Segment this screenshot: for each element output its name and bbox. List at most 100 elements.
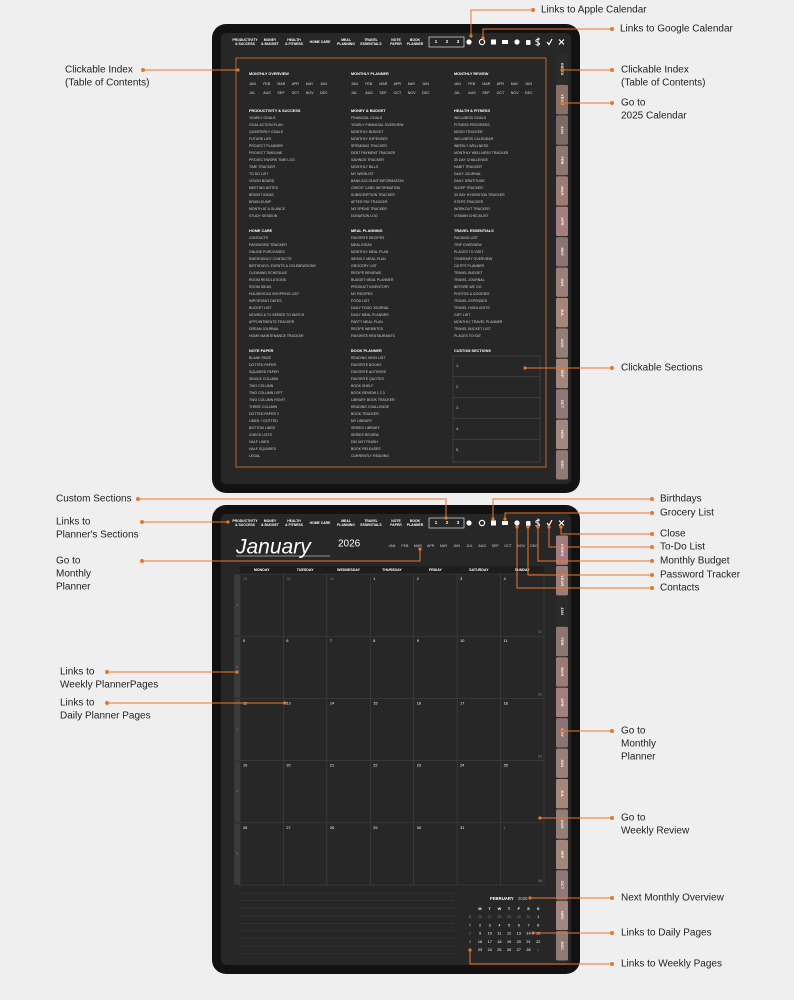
custom-section-link[interactable]: 2	[446, 39, 449, 44]
todo-icon[interactable]	[546, 38, 553, 46]
nav-link[interactable]: PLANNER	[407, 42, 424, 46]
section-link[interactable]: DAILY GRATITUDE	[454, 179, 485, 183]
section-link[interactable]: CREDIT CARD INFORMATION	[351, 186, 401, 190]
month-link[interactable]: JAN	[454, 82, 461, 86]
section-title[interactable]: BOOK PLANNER	[351, 349, 382, 353]
month-link[interactable]: NOV	[511, 91, 519, 95]
section-link[interactable]: BOOK SHELF	[351, 384, 373, 388]
day-number[interactable]: 1	[504, 826, 506, 830]
nav-link[interactable]: PLANNING	[337, 523, 355, 527]
section-link[interactable]: PROJECT TIMELINE	[249, 151, 283, 155]
month-link[interactable]: DEC	[320, 91, 328, 95]
section-link[interactable]: BEFORE WE GO	[454, 285, 482, 289]
side-tab-label[interactable]: YEAR	[560, 575, 565, 586]
section-link[interactable]: BRAIN DUMP	[249, 200, 272, 204]
side-tab-label[interactable]: MAR	[560, 667, 565, 676]
nav-link[interactable]: & FITNESS	[285, 42, 303, 46]
section-link[interactable]: VISION BOARD	[249, 179, 275, 183]
side-tab-label[interactable]: MAY	[560, 729, 565, 738]
section-link[interactable]: SLEEP TRACKER	[454, 186, 483, 190]
month-link[interactable]: OCT	[497, 91, 505, 95]
mini-day-link[interactable]: 26	[478, 915, 482, 919]
mini-day-link[interactable]: 9	[479, 932, 481, 936]
day-number[interactable]: 15	[373, 701, 377, 705]
day-cell[interactable]	[456, 760, 501, 824]
side-tab[interactable]	[556, 267, 568, 297]
section-link[interactable]: TRAVEL HIGHLIGHTS	[454, 306, 490, 310]
section-link[interactable]: ROOM IDEAS	[249, 285, 272, 289]
day-number[interactable]: 18	[504, 701, 508, 705]
day-cell[interactable]	[370, 822, 414, 886]
section-link[interactable]: MY LIBRARY	[351, 419, 373, 423]
section-link[interactable]: MONTHLY BUDGET	[351, 130, 384, 134]
day-cell[interactable]	[326, 822, 371, 886]
section-link[interactable]: SINGLE COLUMN	[249, 377, 278, 381]
mini-day-link[interactable]: 20	[517, 940, 521, 944]
mini-day-link[interactable]: 27	[488, 915, 492, 919]
day-cell[interactable]	[413, 573, 458, 637]
section-link[interactable]: MONTHLY TRAVEL PLANNER	[454, 320, 503, 324]
side-tab-label[interactable]: INDEX	[560, 544, 565, 557]
month-link[interactable]: DEC	[525, 91, 533, 95]
month-link[interactable]: JUL	[249, 91, 255, 95]
section-link[interactable]: BOTTOM LINED	[249, 426, 276, 430]
side-tab[interactable]	[556, 626, 568, 657]
side-tab[interactable]	[556, 748, 568, 778]
custom-section-link[interactable]: 1	[435, 520, 438, 525]
day-cell[interactable]	[456, 573, 501, 637]
section-link[interactable]: CHECK LISTS	[249, 433, 273, 437]
section-link[interactable]: TRAVEL BUDGET	[454, 271, 484, 275]
nav-link[interactable]: MEAL	[341, 38, 351, 42]
day-number[interactable]: 24	[460, 764, 464, 768]
nav-link[interactable]: HOME CARE	[310, 40, 331, 44]
section-link[interactable]: ROOM RESOLUTIONS	[249, 278, 287, 282]
month-link[interactable]: MAY	[511, 82, 519, 86]
day-cell[interactable]	[456, 635, 501, 699]
mini-day-link[interactable]: 5	[508, 923, 510, 927]
section-title[interactable]: NOTE PAPER	[249, 349, 274, 353]
month-link[interactable]: APR	[292, 82, 300, 86]
section-link[interactable]: BRIGHT IDEAS	[249, 193, 274, 197]
side-tab-label[interactable]: MAY	[560, 248, 565, 257]
side-tab[interactable]	[556, 839, 568, 870]
section-link[interactable]: YEARLY GOALS	[249, 116, 276, 120]
day-number[interactable]: 11	[504, 639, 508, 643]
day-cell[interactable]	[500, 635, 545, 699]
section-link[interactable]: TO DO LIST	[249, 172, 269, 176]
day-cell[interactable]	[500, 760, 545, 824]
close-icon[interactable]	[558, 39, 565, 45]
section-link[interactable]: MEETING NOTES	[249, 186, 279, 190]
day-number[interactable]: 1	[373, 577, 375, 581]
nav-link[interactable]: NOTE	[391, 38, 401, 42]
month-link[interactable]: AUG	[468, 91, 476, 95]
section-link[interactable]: MONTHLY EXPENSES	[351, 137, 388, 141]
mini-day-link[interactable]: 31	[526, 915, 530, 919]
side-tab[interactable]	[556, 450, 568, 480]
side-tab[interactable]	[556, 176, 568, 206]
day-cell[interactable]	[239, 635, 284, 699]
month-link[interactable]: JUN	[320, 82, 327, 86]
month-link[interactable]: FEB	[263, 82, 271, 86]
day-number[interactable]: 6	[286, 639, 288, 643]
mini-day-link[interactable]: 22	[536, 940, 540, 944]
side-tab[interactable]	[556, 419, 568, 450]
mini-day-link[interactable]: 29	[507, 915, 511, 919]
day-number[interactable]: 19	[243, 764, 247, 768]
section-link[interactable]: PASSWORD TRACKER	[249, 243, 287, 247]
day-cell[interactable]	[326, 760, 371, 824]
section-link[interactable]: BANK ACCOUNT INFORMATION	[351, 179, 404, 183]
section-link[interactable]: GOAL ACTION PLAN	[249, 123, 283, 127]
nav-link[interactable]: BOOK	[410, 38, 421, 42]
day-cell[interactable]	[239, 698, 284, 761]
side-tab[interactable]	[556, 718, 568, 748]
section-link[interactable]: HABIT TRACKER	[454, 165, 482, 169]
month-link[interactable]: FEB	[365, 82, 373, 86]
nav-link[interactable]: & FITNESS	[285, 523, 303, 527]
week-number[interactable]: 1	[236, 603, 238, 607]
day-cell[interactable]	[239, 822, 284, 886]
week-number[interactable]: 5	[236, 852, 238, 856]
section-link[interactable]: SERIES REVIEW	[351, 433, 379, 437]
mini-day-link[interactable]: 3	[489, 923, 491, 927]
day-number[interactable]: 4	[504, 577, 506, 581]
month-link[interactable]: JAN	[249, 82, 256, 86]
